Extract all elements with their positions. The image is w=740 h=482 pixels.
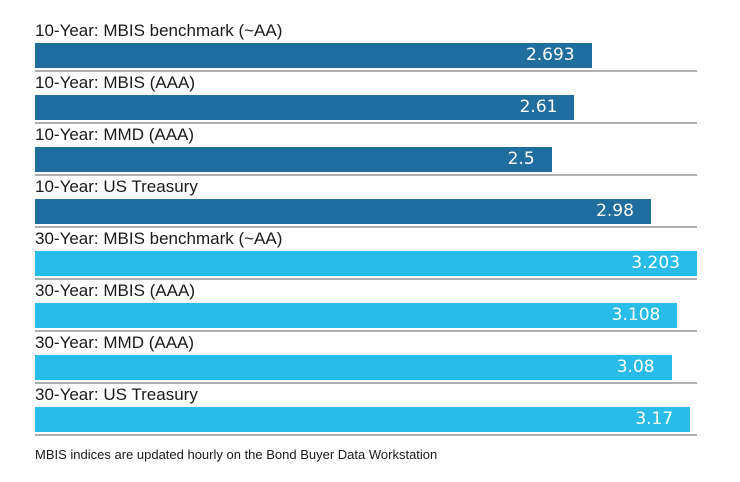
bar-row: 10-Year: MBIS (AAA) 2.61 — [35, 73, 697, 124]
bar: 3.108 — [35, 303, 678, 328]
bar-track: 2.5 — [35, 147, 697, 176]
bar-track: 2.693 — [35, 43, 697, 72]
bar: 2.98 — [35, 199, 651, 224]
bar-row: 10-Year: MMD (AAA) 2.5 — [35, 125, 697, 176]
bar: 2.5 — [35, 147, 552, 172]
bar: 3.203 — [35, 251, 697, 276]
bar-row: 30-Year: MBIS benchmark (~AA) 3.203 — [35, 229, 697, 280]
bar-category-label: 10-Year: US Treasury — [35, 177, 198, 196]
bar-value-label: 2.5 — [507, 149, 535, 169]
bar-value-label: 2.98 — [596, 201, 634, 221]
bar-category-label: 10-Year: MBIS benchmark (~AA) — [35, 21, 283, 40]
bar-category-label: 30-Year: US Treasury — [35, 385, 198, 404]
bar-value-label: 3.08 — [616, 357, 655, 377]
bar-row: 30-Year: MMD (AAA) 3.08 — [35, 333, 697, 384]
bar-row: 10-Year: US Treasury 2.98 — [35, 177, 697, 228]
bar-track: 3.203 — [35, 251, 697, 280]
bar-category-label: 10-Year: MMD (AAA) — [35, 125, 195, 144]
bar-category-label: 30-Year: MBIS benchmark (~AA) — [35, 229, 283, 248]
bar-value-label: 2.693 — [525, 45, 575, 65]
bar-track: 2.61 — [35, 95, 697, 124]
bar-track: 3.17 — [35, 407, 697, 436]
bar: 3.17 — [35, 407, 691, 432]
bar: 2.693 — [35, 43, 592, 68]
chart-footnote: MBIS indices are updated hourly on the B… — [35, 447, 438, 462]
bar-value-label: 2.61 — [519, 97, 558, 117]
bar-track: 3.108 — [35, 303, 697, 332]
bar-category-label: 30-Year: MBIS (AAA) — [35, 281, 195, 300]
bar-value-label: 3.17 — [635, 409, 674, 429]
bar-chart: 10-Year: MBIS benchmark (~AA) 2.693 10-Yea… — [35, 21, 697, 462]
bar: 3.08 — [35, 355, 672, 380]
bar-category-label: 30-Year: MMD (AAA) — [35, 333, 195, 352]
bar-row: 30-Year: MBIS (AAA) 3.108 — [35, 281, 697, 332]
bar-track: 2.98 — [35, 199, 697, 228]
bar: 2.61 — [35, 95, 575, 120]
bar-category-label: 10-Year: MBIS (AAA) — [35, 73, 195, 92]
bar-value-label: 3.203 — [631, 253, 680, 273]
bar-row: 30-Year: US Treasury 3.17 — [35, 385, 697, 436]
bar-track: 3.08 — [35, 355, 697, 384]
bar-value-label: 3.108 — [611, 305, 661, 325]
chart-rows: 10-Year: MBIS benchmark (~AA) 2.693 10-Yea… — [35, 21, 697, 436]
bar-row: 10-Year: MBIS benchmark (~AA) 2.693 — [35, 21, 697, 72]
